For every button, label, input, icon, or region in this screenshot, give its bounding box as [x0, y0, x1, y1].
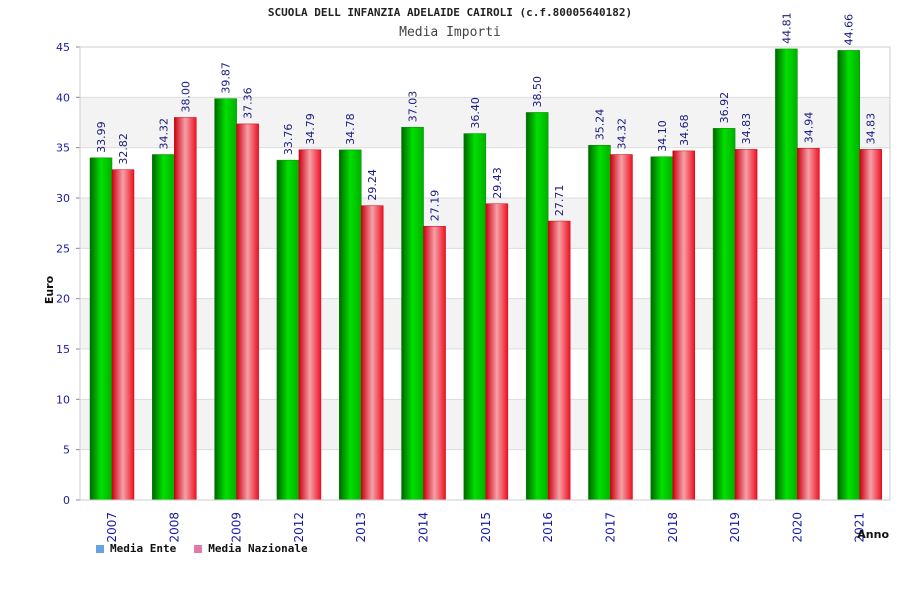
- chart-subtitle: Media Importi: [399, 25, 501, 40]
- data-label-media-ente: 36.92: [718, 92, 731, 124]
- bar-media-nazionale: [485, 203, 509, 501]
- bar-media-nazionale: [360, 205, 384, 501]
- data-label-media-nazionale: 29.43: [491, 167, 504, 199]
- x-axis-title: Anno: [857, 528, 889, 541]
- y-tick-label: 5: [63, 444, 70, 457]
- y-tick-label: 15: [56, 343, 70, 356]
- data-label-media-ente: 34.78: [344, 113, 357, 145]
- x-tick-label: 2021: [853, 512, 867, 543]
- data-label-media-nazionale: 27.19: [429, 190, 442, 222]
- chart-title: SCUOLA DELL INFANZIA ADELAIDE CAIROLI (c…: [267, 6, 633, 19]
- x-tick-label: 2008: [167, 512, 181, 543]
- data-label-media-ente: 33.99: [95, 121, 108, 153]
- plot-frame: [79, 46, 891, 501]
- data-label-media-ente: 35.24: [593, 109, 606, 141]
- bar-media-ente: [152, 154, 175, 501]
- bar-media-nazionale: [111, 169, 135, 501]
- x-tick-label: 2007: [105, 512, 119, 543]
- bar-media-ente: [214, 98, 237, 501]
- y-tick-label: 25: [56, 242, 70, 255]
- data-label-media-ente: 36.40: [469, 97, 482, 129]
- bar-media-ente: [588, 145, 611, 501]
- x-tick-label: 2018: [666, 512, 680, 543]
- data-label-media-nazionale: 34.32: [615, 118, 628, 150]
- bar-media-ente: [525, 112, 549, 501]
- bar-media-ente: [276, 159, 300, 501]
- bar-media-ente: [650, 156, 674, 501]
- x-tick-label: 2009: [230, 512, 244, 543]
- y-tick-label: 10: [56, 393, 70, 406]
- x-tick-label: 2012: [292, 512, 306, 543]
- bar-media-ente: [89, 157, 113, 501]
- bar-media-nazionale: [797, 148, 820, 501]
- bar-media-nazionale: [859, 149, 882, 501]
- data-label-media-nazionale: 34.94: [802, 112, 815, 144]
- data-label-media-nazionale: 34.79: [304, 113, 317, 145]
- x-tick-label: 2017: [603, 512, 617, 543]
- data-label-media-ente: 34.10: [656, 120, 669, 152]
- legend-label-media-nazionale: Media Nazionale: [208, 542, 308, 555]
- bar-media-nazionale: [734, 149, 758, 501]
- bar-media-nazionale: [298, 149, 322, 501]
- legend-swatch-media-ente: [96, 544, 104, 553]
- data-label-media-nazionale: 32.82: [117, 133, 130, 165]
- y-tick-label: 30: [56, 192, 70, 205]
- bar-media-nazionale: [610, 154, 633, 501]
- data-label-media-ente: 33.76: [282, 124, 295, 156]
- y-tick-label: 20: [56, 293, 70, 306]
- y-tick-label: 45: [56, 41, 70, 54]
- y-tick-label: 0: [63, 494, 70, 507]
- bar-media-nazionale: [423, 226, 446, 501]
- data-label-media-nazionale: 27.71: [553, 185, 566, 217]
- x-tick-label: 2013: [354, 512, 368, 543]
- x-tick-label: 2014: [417, 512, 431, 543]
- x-tick-label: 2019: [728, 512, 742, 543]
- y-tick-label: 35: [56, 142, 70, 155]
- x-tick-label: 2015: [479, 512, 493, 543]
- data-label-media-nazionale: 37.36: [242, 87, 255, 119]
- data-label-media-ente: 37.03: [407, 91, 420, 123]
- legend-item-media-ente: Media Ente: [96, 542, 176, 555]
- bar-media-nazionale: [236, 123, 259, 501]
- bar-media-nazionale: [547, 220, 571, 501]
- data-label-media-nazionale: 34.68: [678, 114, 691, 146]
- legend-swatch-media-nazionale: [194, 544, 203, 553]
- bar-media-ente: [338, 149, 362, 501]
- bar-media-ente: [712, 128, 736, 501]
- x-tick-label: 2020: [790, 512, 804, 543]
- y-axis-title: Euro: [43, 275, 56, 304]
- bar-media-ente: [775, 48, 798, 501]
- legend-item-media-nazionale: Media Nazionale: [194, 542, 308, 555]
- data-label-media-nazionale: 29.24: [366, 169, 379, 201]
- bar-media-ente: [837, 50, 860, 501]
- data-label-media-nazionale: 34.83: [865, 113, 878, 145]
- x-tick-label: 2016: [541, 512, 555, 543]
- bar-media-nazionale: [174, 117, 197, 501]
- legend-label-media-ente: Media Ente: [110, 542, 177, 555]
- data-label-media-ente: 39.87: [220, 62, 233, 94]
- y-tick-label: 40: [56, 91, 70, 104]
- data-label-media-nazionale: 38.00: [179, 81, 192, 113]
- bar-media-nazionale: [672, 150, 696, 501]
- bar-media-ente: [401, 126, 424, 501]
- data-label-media-ente: 34.32: [157, 118, 170, 150]
- data-label-media-ente: 38.50: [531, 76, 544, 108]
- data-label-media-ente: 44.81: [780, 12, 793, 44]
- legend: Media Ente Media Nazionale: [96, 542, 308, 555]
- data-label-media-nazionale: 34.83: [740, 113, 753, 145]
- data-label-media-ente: 44.66: [843, 14, 856, 46]
- bar-media-ente: [463, 133, 487, 501]
